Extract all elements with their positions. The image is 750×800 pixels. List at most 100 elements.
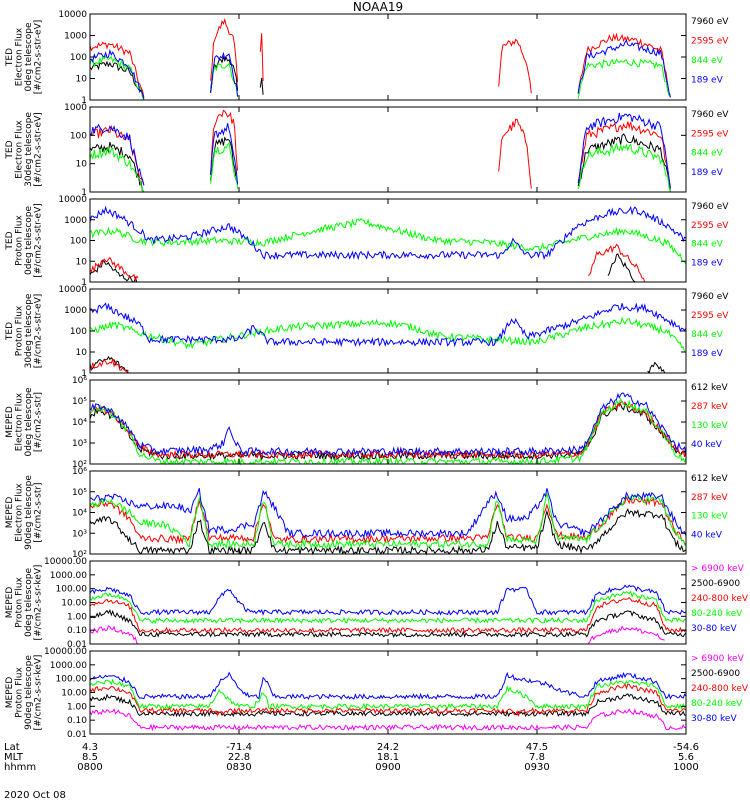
y-tick-label: 10⁶: [72, 467, 87, 477]
series-line: [89, 708, 687, 732]
y-tick-label: 1.00: [67, 702, 87, 712]
y-axis-label: MEPED: [5, 497, 15, 529]
legend-entry: 40 keV: [691, 530, 723, 540]
y-axis-label: 90deg telescope: [24, 655, 34, 730]
legend-entry: 30-80 keV: [691, 624, 737, 634]
footer-tick-lat: 47.5: [526, 742, 548, 753]
y-axis-label: [#/cm2-s-sr-keV]: [34, 655, 44, 731]
y-axis-label: [#/cm2-s-str-eV]: [34, 20, 44, 95]
y-axis-label: 90deg telescope: [24, 475, 34, 550]
y-tick-label: 10000: [58, 195, 87, 205]
y-axis-label: MEPED: [5, 587, 15, 619]
legend-entry: 7960 eV: [691, 292, 729, 302]
legend-entry: 130 keV: [691, 512, 728, 522]
panel-1: 1 10 100 1000 10000 TED Electron Flux 0deg tele…: [5, 10, 729, 106]
y-axis-label: Proton Flux: [15, 215, 25, 266]
y-axis-label: TED: [5, 48, 15, 67]
y-tick-label: 0.01: [67, 640, 87, 650]
series-line: [89, 508, 687, 556]
y-tick-label: 10²: [72, 460, 87, 470]
y-tick-label: 100: [70, 327, 87, 337]
y-tick-label: 10⁶: [72, 376, 87, 386]
footer-tick-mlt: 7.8: [529, 752, 545, 763]
panel-frame: [89, 650, 687, 735]
y-tick-label: 100: [70, 237, 87, 247]
y-axis-label: Proton Flux: [15, 577, 25, 628]
panel-3: 1 10 100 1000 10000 TED Proton Flux 0deg telesc…: [5, 195, 729, 288]
y-tick-label: 1: [81, 188, 87, 198]
panel-2: 1 10 100 1000 TED Electron Flux 30deg telescop…: [5, 103, 729, 198]
legend-entry: 612 keV: [691, 383, 728, 393]
y-axis-label: [#/cm2-s-str-eV]: [34, 112, 44, 187]
series-line: [89, 302, 687, 348]
y-axis-label: [#/cm2-s-sr-keV]: [34, 565, 44, 641]
series-line: [90, 488, 687, 539]
legend-entry: 189 eV: [691, 258, 724, 268]
series-line: [89, 55, 264, 98]
legend-entry: > 6900 keV: [691, 654, 745, 664]
y-tick-label: 1000: [64, 306, 87, 316]
series-line: [89, 608, 687, 639]
panel-frame: [89, 198, 687, 283]
series-line: [89, 678, 687, 711]
series-line: [89, 133, 671, 193]
y-axis-label: 0deg telescope: [24, 568, 34, 638]
series-line: [89, 217, 687, 265]
y-axis-label: 30deg telescope: [24, 293, 34, 368]
y-tick-label: 10000.00: [44, 647, 87, 657]
legend-entry: 189 eV: [691, 349, 724, 359]
legend-entry: 80-240 keV: [691, 699, 743, 709]
y-axis-label: TED: [5, 140, 15, 159]
y-tick-label: 100: [70, 131, 87, 141]
y-tick-label: 10: [76, 75, 88, 85]
footer-row-label: MLT: [4, 752, 24, 763]
y-tick-label: 10⁵: [72, 488, 87, 498]
footer-tick-lat: -71.4: [226, 742, 252, 753]
panels-group: 1 10 100 1000 10000 TED Electron Flux 0deg tele…: [5, 10, 749, 740]
legend-entry: 844 eV: [691, 56, 724, 66]
y-tick-label: 1000.00: [50, 571, 87, 581]
y-tick-label: 10000: [58, 10, 87, 20]
series-line: [89, 584, 687, 616]
series-line: [89, 253, 636, 283]
y-tick-label: 10³: [72, 529, 87, 539]
y-tick-label: 10000.00: [44, 557, 87, 567]
legend-entry: 287 keV: [691, 402, 728, 412]
y-axis-label: [#/cm2-s-str]: [34, 482, 44, 542]
panel-frame: [89, 13, 687, 101]
series-line: [89, 17, 671, 98]
y-tick-label: 10³: [72, 439, 87, 449]
legend-entry: 130 keV: [691, 421, 728, 431]
footer-tick-hhmm: 0900: [375, 762, 400, 773]
series-line: [89, 625, 665, 645]
y-axis-label: Electron Flux: [15, 483, 25, 542]
legend-entry: > 6900 keV: [691, 564, 745, 574]
y-axis-label: TED: [5, 231, 15, 250]
panel-frame: [89, 288, 687, 374]
y-axis-label: MEPED: [5, 406, 15, 438]
footer-tick-hhmm: 0930: [524, 762, 549, 773]
y-tick-label: 100.00: [56, 585, 88, 595]
y-axis-label: [#/cm2-s-str-eV]: [34, 294, 44, 369]
y-tick-label: 10⁴: [72, 509, 87, 519]
y-axis-label: Electron Flux: [15, 392, 25, 451]
legend-entry: 189 eV: [691, 168, 724, 178]
legend-entry: 240-800 keV: [691, 684, 749, 694]
series-line: [89, 671, 687, 701]
y-tick-label: 1: [81, 96, 87, 106]
series-line: [89, 392, 687, 457]
legend-entry: 189 eV: [691, 76, 724, 86]
panel-6: 10² 10³ 10⁴ 10⁵ 10⁶ MEPED Electron Flux 90deg t…: [5, 467, 728, 560]
legend-entry: 844 eV: [691, 149, 724, 159]
y-tick-label: 1000: [64, 103, 87, 113]
series-line: [89, 205, 687, 261]
series-line: [89, 243, 646, 283]
y-tick-label: 10.00: [61, 599, 87, 609]
y-axis-label: 30deg telescope: [24, 112, 34, 187]
footer-tick-mlt: 18.1: [377, 752, 399, 763]
series-line: [89, 597, 687, 635]
y-tick-label: 1.00: [67, 612, 87, 622]
panel-7: 0.01 0.10 1.00 10.00 100.00 1000.00 10000.00 ME…: [5, 557, 749, 650]
legend-entry: 40 keV: [691, 440, 723, 450]
